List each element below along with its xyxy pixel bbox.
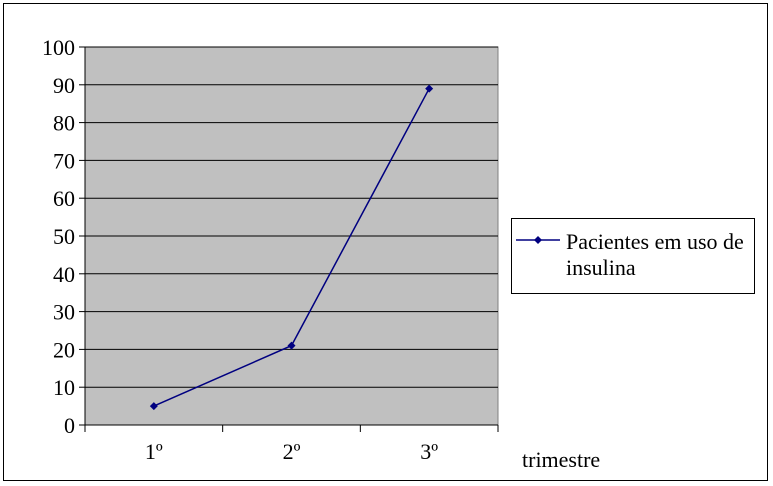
- data-point: [425, 84, 434, 93]
- y-tick-label: 70: [53, 148, 75, 173]
- y-tick-label: 40: [53, 262, 75, 287]
- legend-marker: [516, 236, 560, 244]
- y-tick-label: 30: [53, 300, 75, 325]
- x-tick-label: 2º: [283, 439, 301, 464]
- y-tick-label: 100: [42, 35, 75, 60]
- data-point: [149, 402, 158, 411]
- series-layer: [149, 84, 434, 411]
- y-tick-label: 10: [53, 375, 75, 400]
- y-tick-label: 90: [53, 73, 75, 98]
- x-tick-label: 1º: [145, 439, 163, 464]
- y-tick-label: 20: [53, 337, 75, 362]
- data-point: [287, 341, 296, 350]
- y-tick-label: 60: [53, 186, 75, 211]
- y-axis: 0 10 20 30 40 50 60 70 80 90 100: [42, 35, 86, 438]
- legend-label: Pacientes em uso de insulina: [566, 229, 744, 280]
- x-tick-label: 3º: [420, 439, 438, 464]
- y-tick-label: 80: [53, 111, 75, 136]
- x-axis: 1º 2º 3º: [84, 424, 499, 464]
- legend: Pacientes em uso de insulina: [511, 218, 755, 294]
- x-axis-title: trimestre: [522, 447, 600, 472]
- y-tick-label: 50: [53, 224, 75, 249]
- y-tick-label: 0: [64, 413, 75, 438]
